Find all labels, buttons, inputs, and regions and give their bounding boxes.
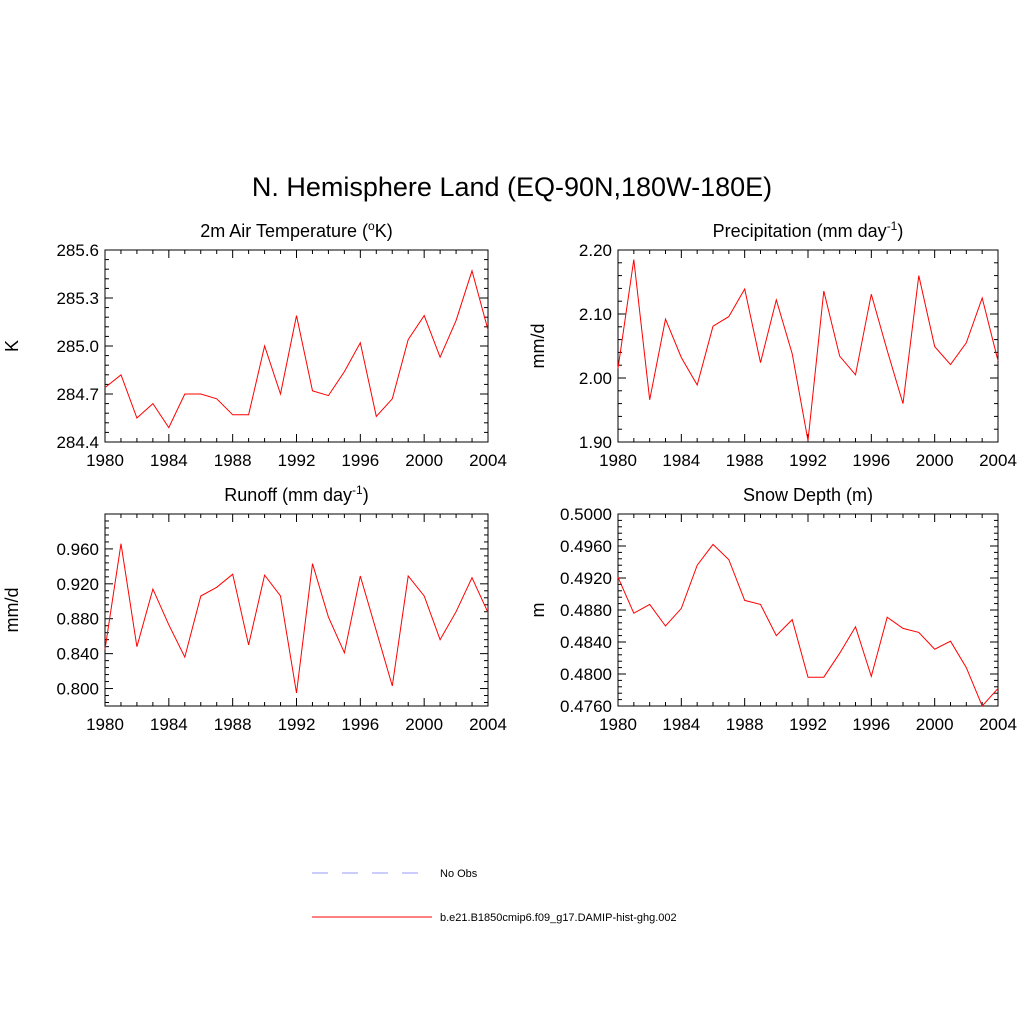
panel-title: Precipitation (mm day-1)	[713, 219, 904, 241]
panel-title: Runoff (mm day-1)	[224, 483, 368, 505]
x-tick-label: 1980	[599, 451, 637, 470]
y-axis-label: K	[2, 340, 22, 352]
series-line	[104, 269, 489, 429]
y-tick-label: 285.6	[56, 241, 99, 260]
x-tick-label: 1980	[86, 451, 124, 470]
panel-title-text: 2m Air Temperature (	[200, 221, 368, 241]
x-tick-label: 1984	[150, 715, 188, 734]
plot-frame	[617, 249, 999, 443]
panel-title: Snow Depth (m)	[743, 485, 873, 505]
figure-title: N. Hemisphere Land (EQ-90N,180W-180E)	[252, 172, 772, 202]
x-tick-label: 1988	[726, 451, 764, 470]
x-tick-label: 2004	[469, 715, 507, 734]
panel-4: 1980 1984 1988 1992 1996 2000 2004 0.4760 0.4800…	[528, 485, 1017, 734]
x-tick-label: 1980	[599, 715, 637, 734]
x-tick-label: 1992	[278, 715, 316, 734]
x-tick-label: 2000	[916, 715, 954, 734]
panel-title: 2m Air Temperature (oK)	[200, 219, 392, 241]
x-tick-label: 2000	[916, 451, 954, 470]
x-tick-label: 1984	[662, 451, 700, 470]
panel-title-text: Precipitation (mm day	[713, 221, 887, 241]
panel-3: 1980 1984 1988 1992 1996 2000 2004 0.800 0.840 0.…	[2, 483, 507, 734]
y-tick-label: 0.920	[56, 575, 99, 594]
y-tick-label: 2.10	[579, 305, 612, 324]
y-tick-label: 2.20	[579, 241, 612, 260]
y-tick-label: 284.4	[56, 433, 99, 452]
x-tick-label: 2000	[405, 715, 443, 734]
panel-title-superscript: -1	[352, 483, 363, 497]
panel-title-superscript: -1	[887, 219, 898, 233]
x-tick-label: 1988	[726, 715, 764, 734]
y-tick-label: 0.880	[56, 610, 99, 629]
series-line	[617, 259, 999, 441]
y-tick-label: 1.90	[579, 433, 612, 452]
series-line	[104, 543, 489, 693]
y-tick-label: 0.4760	[560, 697, 612, 716]
panel-title-text-end: K)	[375, 221, 393, 241]
y-tick-label: 0.800	[56, 680, 99, 699]
y-tick-label: 0.960	[56, 540, 99, 559]
series-line	[617, 543, 999, 707]
legend-label: No Obs	[440, 868, 478, 880]
legend-label: b.e21.B1850cmip6.f09_g17.DAMIP-hist-ghg.…	[440, 912, 677, 924]
y-tick-label: 0.4840	[560, 633, 612, 652]
legend: No Obs b.e21.B1850cmip6.f09_g17.DAMIP-his…	[312, 868, 677, 924]
y-tick-label: 2.00	[579, 369, 612, 388]
x-tick-label: 2004	[979, 715, 1017, 734]
panel-1: 1980 1984 1988 1992 1996 2000 2004 284.4 284.7 28…	[2, 219, 507, 470]
y-axis-label: mm/d	[528, 324, 548, 369]
panel-2: 1980 1984 1988 1992 1996 2000 2004 1.90 2.00 2.10…	[528, 219, 1017, 470]
x-tick-label: 1992	[789, 451, 827, 470]
x-tick-label: 1996	[852, 715, 890, 734]
y-tick-label: 0.840	[56, 645, 99, 664]
x-tick-label: 1980	[86, 715, 124, 734]
x-tick-label: 1996	[852, 451, 890, 470]
x-tick-label: 1988	[214, 451, 252, 470]
x-tick-label: 1996	[341, 715, 379, 734]
y-tick-label: 0.4920	[560, 569, 612, 588]
panel-title-superscript: o	[368, 219, 375, 233]
panel-title-text-end: )	[897, 221, 903, 241]
y-axis-label: mm/d	[2, 588, 22, 633]
x-tick-label: 1992	[789, 715, 827, 734]
y-tick-label: 0.4880	[560, 601, 612, 620]
panels: 1980 1984 1988 1992 1996 2000 2004 284.4 284.7 28…	[2, 219, 1017, 734]
y-tick-label: 284.7	[56, 385, 99, 404]
y-tick-label: 0.5000	[560, 505, 612, 524]
x-tick-label: 1988	[214, 715, 252, 734]
panel-title-text: Snow Depth (m)	[743, 485, 873, 505]
y-tick-label: 285.3	[56, 289, 99, 308]
y-axis-label: m	[528, 603, 548, 618]
panel-title-text-end: )	[363, 485, 369, 505]
x-tick-label: 2004	[979, 451, 1017, 470]
panel-title-text: Runoff (mm day	[224, 485, 352, 505]
x-tick-label: 2004	[469, 451, 507, 470]
y-tick-label: 0.4960	[560, 537, 612, 556]
y-tick-label: 0.4800	[560, 665, 612, 684]
plot-frame	[104, 249, 489, 443]
x-tick-label: 1992	[278, 451, 316, 470]
x-tick-label: 1984	[150, 451, 188, 470]
y-tick-label: 285.0	[56, 337, 99, 356]
x-tick-label: 1996	[341, 451, 379, 470]
x-tick-label: 1984	[662, 715, 700, 734]
x-tick-label: 2000	[405, 451, 443, 470]
